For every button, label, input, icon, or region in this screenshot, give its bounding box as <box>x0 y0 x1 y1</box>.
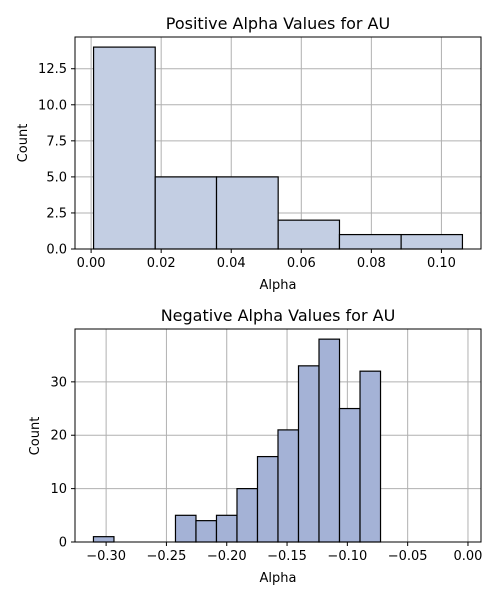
bottom-x-tick-label: −0.10 <box>327 549 367 564</box>
top-histogram-bar <box>400 233 464 250</box>
bottom-chart-title: Negative Alpha Values for AU <box>161 306 396 325</box>
bottom-histogram-bar <box>195 520 218 543</box>
bottom-histogram-bar <box>338 407 361 543</box>
top-x-ticks: 0.00 0.02 0.04 0.06 0.08 0.10 <box>77 249 456 271</box>
top-y-tick-label: 5.0 <box>46 170 67 185</box>
bottom-histogram-bar <box>318 338 341 543</box>
top-y-tick-label: 0.0 <box>46 243 67 258</box>
bottom-x-tick-label: −0.05 <box>388 549 428 564</box>
top-bars <box>92 46 464 250</box>
bottom-y-tick-label: 20 <box>50 429 67 444</box>
bottom-x-tick-label: −0.20 <box>207 549 247 564</box>
top-x-tick-label: 0.08 <box>357 256 386 271</box>
bottom-x-tick-label: −0.30 <box>86 549 126 564</box>
bottom-histogram-bar <box>92 536 115 543</box>
bottom-histogram-bar <box>215 514 238 543</box>
top-x-axis-label: Alpha <box>260 278 297 293</box>
bottom-y-tick-label: 10 <box>50 482 67 497</box>
top-histogram-bar <box>92 46 156 250</box>
bottom-histogram-bar <box>297 365 320 543</box>
top-chart-title: Positive Alpha Values for AU <box>166 14 390 33</box>
top-y-tick-label: 12.5 <box>38 62 67 77</box>
top-histogram-bar <box>215 176 279 250</box>
top-y-tick-label: 10.0 <box>38 98 67 113</box>
bottom-x-tick-label: 0.00 <box>453 549 482 564</box>
top-y-ticks: 0.0 2.5 5.0 7.5 10.0 12.5 <box>38 62 75 258</box>
bottom-y-tick-label: 30 <box>50 375 67 390</box>
top-histogram-bar <box>277 219 341 250</box>
top-y-tick-label: 7.5 <box>46 134 67 149</box>
bottom-axes-frame <box>74 328 482 543</box>
bottom-y-ticks: 0 10 20 30 <box>50 375 75 551</box>
top-y-axis-label: Count <box>16 124 31 163</box>
bottom-subplot: Negative Alpha Values for AU −0.30 −0.25−… <box>28 306 482 586</box>
bottom-histogram-bar <box>277 429 300 543</box>
top-histogram-bar <box>338 233 402 250</box>
bottom-y-tick-label: 0 <box>59 536 67 551</box>
top-y-tick-label: 2.5 <box>46 206 67 221</box>
bottom-x-tick-label: −0.15 <box>267 549 307 564</box>
bottom-histogram-bar <box>236 488 259 543</box>
bottom-x-axis-label: Alpha <box>260 571 297 586</box>
top-x-tick-label: 0.02 <box>147 256 176 271</box>
top-histogram-bar <box>154 176 218 250</box>
top-x-tick-label: 0.00 <box>77 256 106 271</box>
bottom-x-tick-label: −0.25 <box>147 549 187 564</box>
bottom-bars <box>92 338 382 543</box>
top-x-tick-label: 0.10 <box>427 256 456 271</box>
top-axes-frame <box>74 36 482 250</box>
bottom-y-axis-label: Count <box>28 417 43 456</box>
top-x-tick-label: 0.04 <box>217 256 246 271</box>
top-subplot: Positive Alpha Values for AU 0.00 0.02 0.0… <box>16 14 482 293</box>
bottom-x-ticks: −0.30 −0.25 −0.20 −0.15 −0.10 −0.05 0.00 <box>86 542 482 564</box>
top-x-tick-label: 0.06 <box>287 256 316 271</box>
bottom-histogram-bar <box>359 370 382 543</box>
bottom-histogram-bar <box>256 455 279 543</box>
bottom-histogram-bar <box>174 514 197 543</box>
